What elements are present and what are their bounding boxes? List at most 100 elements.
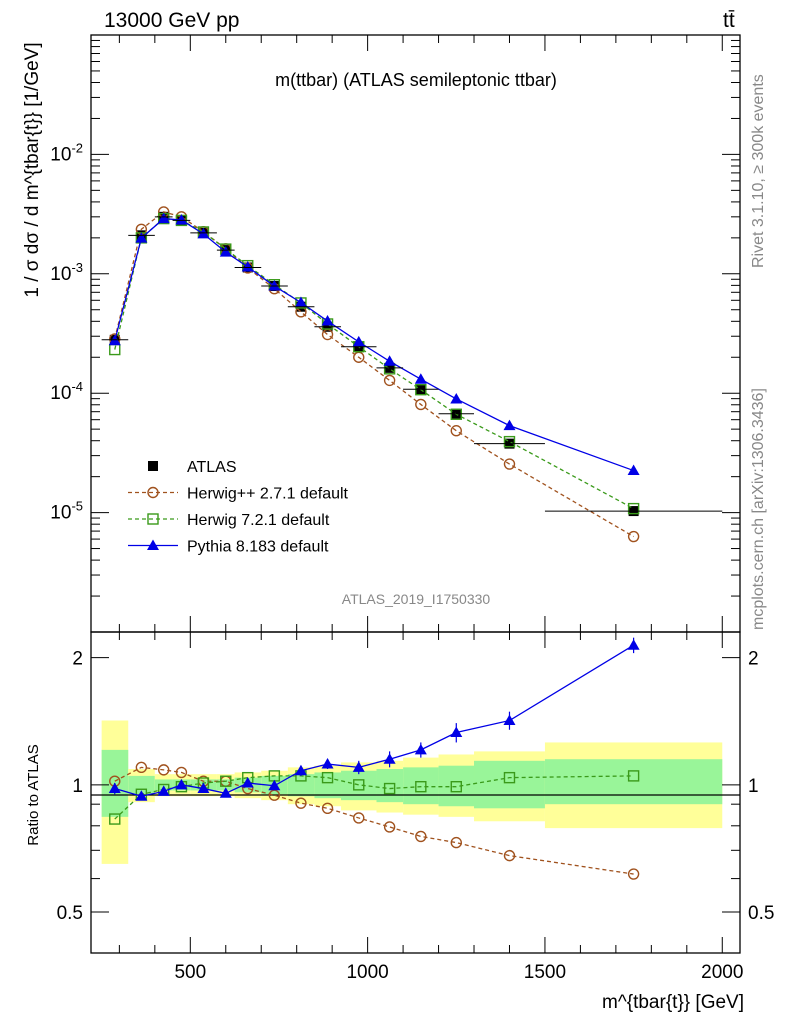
ratio-ytick-label-left: 2: [72, 649, 83, 670]
ratio-point-1-0: [109, 813, 121, 825]
ratio-point-2-1: [135, 790, 148, 801]
ratio-ytick-label-right: 1: [748, 776, 759, 797]
ratio-point-0-9: [321, 802, 334, 815]
main-point-2-14: [503, 435, 516, 448]
ratio-band-inner-13: [438, 765, 475, 807]
ratio-point-2-6: [241, 777, 254, 788]
ratio-point-2-14: [503, 714, 516, 725]
ratio-panel: 0.5 0.5 1 1 2 2 500 1000 1500 2000 Ratio to ATLAS…: [25, 631, 774, 1013]
ratio-point-0-10: [353, 812, 365, 824]
xtick-label: 500: [174, 962, 206, 983]
ratio-point-2-5: [219, 787, 232, 798]
xtick-label: 1000: [346, 962, 388, 983]
main-point-3-8: [294, 296, 307, 307]
ratio-point-0-14: [503, 849, 516, 862]
main-point-2-15: [627, 502, 640, 515]
ratio-band-inner-1: [128, 775, 155, 795]
ratio-point-2-3: [175, 778, 188, 790]
legend-label-0: ATLAS: [187, 459, 237, 476]
ratio-series-layer: [108, 637, 640, 880]
main-point-3-5: [219, 246, 232, 257]
main-ytick-label: 10-4: [50, 379, 83, 404]
ratio-point-0-12: [415, 830, 427, 843]
main-series-line-2: [114, 217, 634, 510]
main-ytick-label: 10-3: [50, 260, 83, 285]
main-point-1-13: [450, 425, 462, 437]
ratio-point-1-15: [627, 770, 640, 782]
ratio-point-2-9: [321, 758, 334, 769]
ratio-band-layer: [101, 720, 723, 864]
legend-label-2: Herwig 7.2.1 default: [187, 512, 330, 529]
main-point-1-15: [627, 530, 640, 543]
ratio-point-2-10: [352, 761, 365, 772]
ratio-point-1-12: [415, 780, 427, 793]
ratio-band-inner-5: [216, 779, 235, 791]
ratio-series-line-0: [114, 766, 634, 875]
main-series-line-3: [114, 217, 634, 472]
ratio-point-0-3: [175, 766, 188, 779]
main-ytick-label: 10-5: [50, 499, 83, 524]
main-panel: 10-5 10-4 10-3 10-2 m(ttbar) (ATLAS semilep…: [22, 34, 741, 633]
ratio-point-1-5: [220, 775, 232, 787]
ratio-band-inner-12: [403, 767, 439, 805]
mcplots-label: mcplots.cern.ch [arXiv:1306.3436]: [750, 388, 767, 630]
ratio-band-inner-10: [341, 770, 377, 801]
xtick-label: 1500: [524, 962, 566, 983]
ratio-ytick-label-left: 0.5: [57, 903, 83, 924]
main-point-3-2: [157, 212, 170, 224]
main-point-3-14: [503, 419, 516, 431]
ratio-point-2-0: [108, 782, 121, 794]
ratio-band-inner-8: [287, 774, 315, 797]
main-point-1-14: [503, 458, 516, 470]
rivet-label: Rivet 3.1.10, ≥ 300k events: [750, 74, 767, 268]
ratio-point-2-4: [197, 782, 210, 794]
energy-label: 13000 GeV pp: [104, 9, 239, 32]
ratio-point-1-14: [503, 771, 516, 784]
main-ytick-label: 10-2: [50, 140, 83, 165]
ratio-point-2-2: [157, 785, 170, 796]
ratio-point-2-13: [450, 726, 463, 738]
legend-marker-0: [148, 461, 158, 471]
ratio-point-1-13: [450, 780, 462, 793]
legend-marker-3: [147, 539, 159, 550]
ratio-point-1-10: [353, 779, 365, 791]
ratio-point-2-7: [268, 779, 281, 791]
ratio-ytick-label-right: 2: [748, 649, 759, 670]
legend: ATLAS Herwig++ 2.7.1 default Herwig 7.2.1 …: [128, 459, 349, 556]
ratio-point-0-8: [295, 797, 307, 809]
main-point-3-3: [175, 214, 188, 225]
main-point-3-15: [627, 464, 640, 476]
x-axis-label: m^{tbar{t}} [GeV]: [602, 992, 744, 1013]
main-axes: 10-5 10-4 10-3 10-2: [50, 34, 740, 633]
ratio-series-line-2: [114, 644, 634, 797]
main-point-3-1: [135, 232, 148, 243]
ratio-point-2-11: [383, 753, 396, 764]
process-label: tt̄: [723, 9, 735, 32]
ratio-point-1-11: [383, 782, 396, 795]
main-point-3-7: [268, 280, 281, 291]
ratio-band-inner-11: [376, 769, 404, 803]
ratio-ytick-label-left: 1: [72, 776, 83, 797]
ratio-point-0-13: [450, 836, 462, 849]
analysis-label: ATLAS_2019_I1750330: [342, 591, 491, 607]
main-series-layer: [101, 206, 723, 543]
legend-marker-2: [147, 513, 159, 525]
ratio-point-0-15: [627, 868, 640, 880]
legend-label-3: Pythia 8.183 default: [187, 539, 329, 556]
main-point-3-11: [383, 355, 396, 366]
ratio-point-1-9: [321, 771, 334, 784]
ratio-point-2-12: [414, 743, 427, 755]
ratio-axes: 0.5 0.5 1 1 2 2 500 1000 1500 2000: [57, 632, 774, 983]
ratio-ylabel: Ratio to ATLAS: [25, 744, 42, 845]
main-point-3-9: [321, 315, 334, 326]
main-title: m(ttbar) (ATLAS semileptonic ttbar): [275, 70, 557, 90]
main-series-line-1: [114, 211, 634, 538]
main-point-3-12: [414, 373, 427, 384]
main-point-3-6: [241, 261, 254, 272]
main-point-1-11: [383, 374, 396, 387]
ratio-band-inner-9: [314, 772, 342, 799]
ratio-point-0-11: [383, 821, 396, 833]
ratio-series-line-1: [114, 775, 634, 820]
ratio-band-inner-14: [474, 760, 545, 809]
